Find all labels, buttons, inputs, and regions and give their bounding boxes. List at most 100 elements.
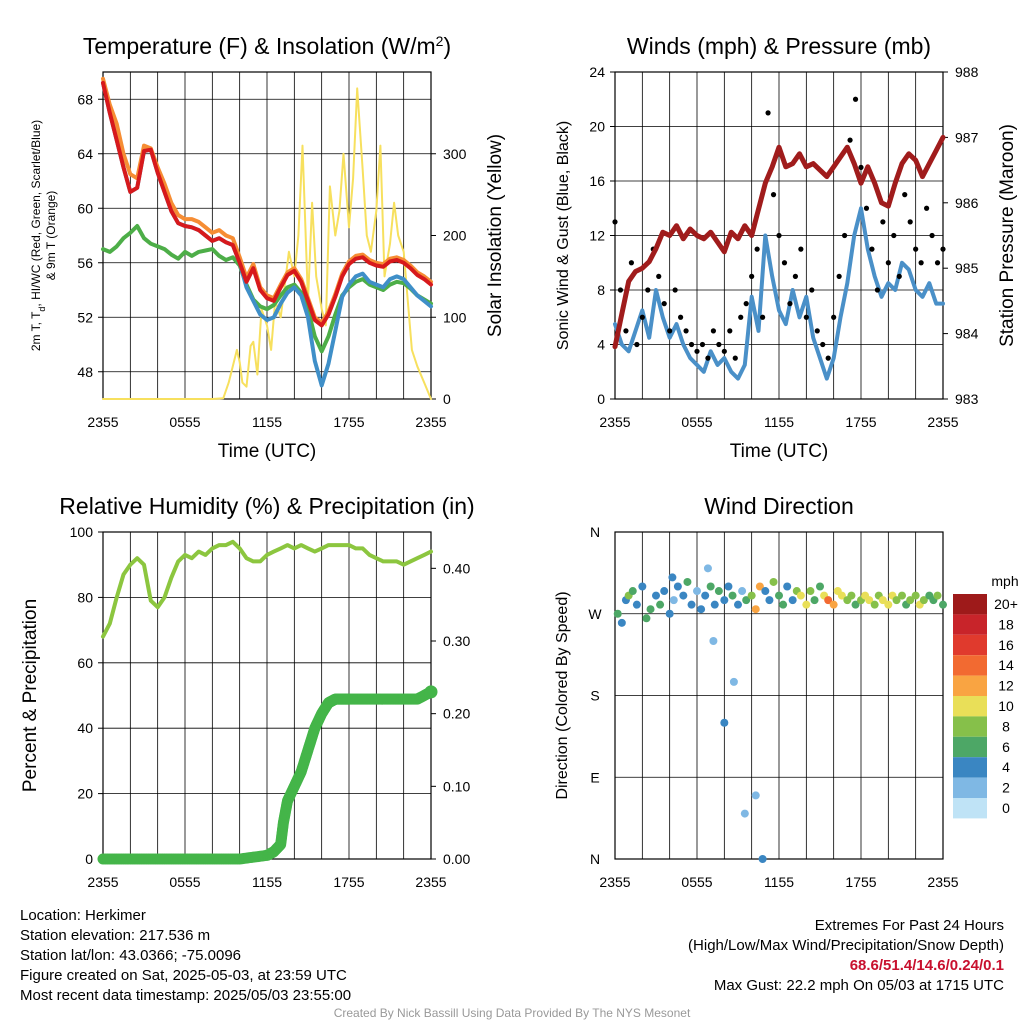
direction-point <box>788 596 797 605</box>
y2-tick-label: 983 <box>955 391 979 407</box>
x-tick-label: 0555 <box>169 874 200 890</box>
gust-point <box>863 205 870 211</box>
colorbar-label: 8 <box>1002 718 1010 734</box>
y-tick-label: 52 <box>77 309 93 325</box>
gust-point <box>842 232 848 239</box>
colorbar-label: 12 <box>998 678 1014 694</box>
direction-point <box>740 809 749 818</box>
direction-point <box>701 591 710 600</box>
direction-point <box>703 564 712 573</box>
y2-tick-label: 0.40 <box>443 560 470 576</box>
y2-tick-label: 986 <box>955 195 979 211</box>
y-label-part: , HI/WC (Red, Green, Scarlet/Blue) <box>29 120 43 307</box>
gust-point <box>645 287 651 293</box>
direction-point <box>796 591 805 600</box>
direction-point <box>751 605 760 614</box>
gust-point <box>770 192 777 198</box>
y-tick-label: 60 <box>77 200 93 216</box>
direction-point <box>884 600 893 609</box>
panel-3: 2355 0555 1155 1755 2355 Relative Humidity (%… <box>20 493 475 890</box>
gust-point <box>694 348 700 354</box>
x-tick-label: 1155 <box>764 414 794 430</box>
series-line-2m-t <box>101 80 433 328</box>
y-tick-label: N <box>590 524 600 540</box>
gust-point <box>803 314 809 320</box>
direction-point <box>824 596 833 605</box>
colorbar-swatch <box>953 736 987 758</box>
x-tick-label: 2355 <box>415 414 446 430</box>
direction-point <box>673 582 682 591</box>
colorbar-swatch <box>953 655 987 676</box>
series-line-relative-humidity <box>101 539 433 639</box>
colorbar-swatch <box>953 798 987 819</box>
colorbar-swatch <box>953 716 987 737</box>
x-tick-label: 1755 <box>845 414 876 430</box>
y-tick-label: 16 <box>589 173 605 189</box>
gust-point <box>639 314 645 320</box>
y2-tick-label: 0.10 <box>443 778 470 794</box>
gust-point <box>760 314 766 320</box>
location-text: Location: Herkimer <box>20 907 146 924</box>
extremes-title: Extremes For Past 24 Hours <box>814 917 1004 934</box>
gust-point <box>705 355 711 361</box>
y-tick-label: 64 <box>77 146 93 162</box>
y-tick-label: 56 <box>77 255 93 271</box>
series-line-sonic-wind <box>613 206 945 381</box>
elevation-text: Station elevation: 217.536 m <box>20 927 211 944</box>
gust-point <box>852 96 859 102</box>
panel-1: 2355 0555 1155 1755 2355 Temperature (F) & In… <box>29 33 506 462</box>
direction-point <box>693 587 701 596</box>
gust-point <box>874 287 881 293</box>
gust-point <box>858 164 864 170</box>
gust-point <box>776 232 782 239</box>
y-tick-label: 0 <box>597 391 605 407</box>
x-axis-label: Time (UTC) <box>218 441 317 462</box>
y-tick-label: 40 <box>77 720 93 736</box>
y-tick-label: 68 <box>77 91 93 107</box>
gust-point <box>634 341 640 348</box>
direction-point <box>870 600 879 609</box>
direction-point <box>865 596 874 605</box>
x-tick-label: 2355 <box>87 414 118 430</box>
gust-point <box>787 301 793 307</box>
gust-point <box>716 341 722 348</box>
title-superscript: 2 <box>436 33 444 49</box>
x-tick-label: 0555 <box>169 414 200 430</box>
gust-point <box>678 314 684 320</box>
colorbar-label: 14 <box>998 657 1014 673</box>
y2-tick-label: 0 <box>443 391 451 407</box>
y2-tick-label: 200 <box>443 228 467 244</box>
y-tick-label: 60 <box>77 655 93 671</box>
series-line-station-pressure <box>612 134 946 350</box>
gust-point <box>907 219 913 225</box>
direction-point <box>613 609 622 618</box>
direction-point <box>761 587 770 596</box>
x-tick-label: 0555 <box>681 874 712 890</box>
direction-point <box>728 591 737 600</box>
direction-point <box>638 582 647 591</box>
gust-point <box>781 260 788 266</box>
gust-point <box>683 328 689 334</box>
colorbar-swatch <box>953 675 987 696</box>
direction-point <box>632 600 641 609</box>
colorbar-swatch <box>953 757 987 778</box>
direction-point <box>668 573 677 582</box>
x-tick-label: 1155 <box>764 874 794 890</box>
direction-point <box>751 791 760 800</box>
gust-point <box>891 232 897 239</box>
title-tail: ) <box>443 33 451 59</box>
colorbar-swatch <box>953 696 987 717</box>
direction-point <box>617 618 626 627</box>
direction-point <box>758 855 767 863</box>
colorbar-label: 10 <box>998 698 1014 714</box>
y2-tick-label: 300 <box>443 146 467 162</box>
gust-point <box>661 301 667 307</box>
gust-point <box>612 219 618 225</box>
gust-point <box>710 328 717 334</box>
y-tick-label: W <box>588 606 602 622</box>
y-tick-label: 24 <box>589 64 605 80</box>
direction-point <box>755 582 764 591</box>
x-tick-label: 0555 <box>681 414 712 430</box>
y2-tick-label: 985 <box>955 260 979 276</box>
x-tick-label: 2355 <box>599 874 630 890</box>
